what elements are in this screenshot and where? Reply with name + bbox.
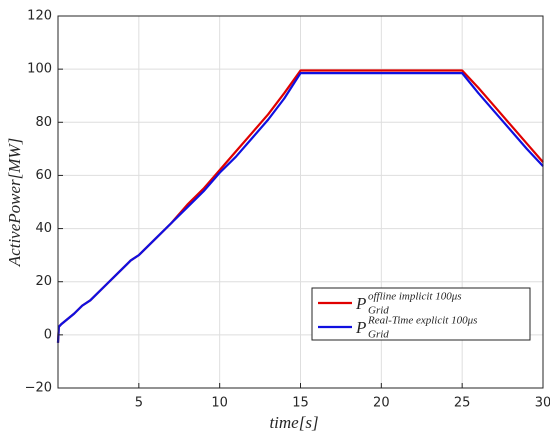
legend-superscript: Real-Time explicit 100μs: [367, 315, 477, 327]
legend-box: [311, 287, 531, 341]
y-axis-label: ActivePower[MW]: [5, 138, 24, 267]
y-tick-label: 100: [27, 62, 52, 77]
x-tick-label: 5: [135, 396, 143, 411]
legend-label: P: [355, 318, 366, 337]
y-tick-label: 80: [35, 115, 52, 130]
legend-subscript: Grid: [368, 305, 389, 317]
y-tick-label: 20: [35, 274, 52, 289]
lines: [56, 69, 544, 343]
y-tick-label: −20: [25, 381, 52, 396]
legend-label: P: [355, 294, 366, 313]
x-tick-label: 15: [292, 396, 309, 411]
x-axis-label: time[s]: [269, 413, 318, 432]
legend-superscript: offline implicit 100μs: [368, 291, 462, 303]
y-tick-label: 120: [27, 9, 52, 24]
y-tick-label: 60: [35, 168, 52, 183]
x-tick-label: 20: [373, 396, 390, 411]
legend-subscript: Grid: [368, 329, 389, 341]
y-tick-label: 40: [35, 221, 52, 236]
series-line: [56, 72, 544, 343]
x-tick-label: 25: [454, 396, 471, 411]
y-tick-label: 0: [44, 327, 52, 342]
x-tick-label: 10: [211, 396, 228, 411]
x-tick-label: 30: [535, 396, 550, 411]
